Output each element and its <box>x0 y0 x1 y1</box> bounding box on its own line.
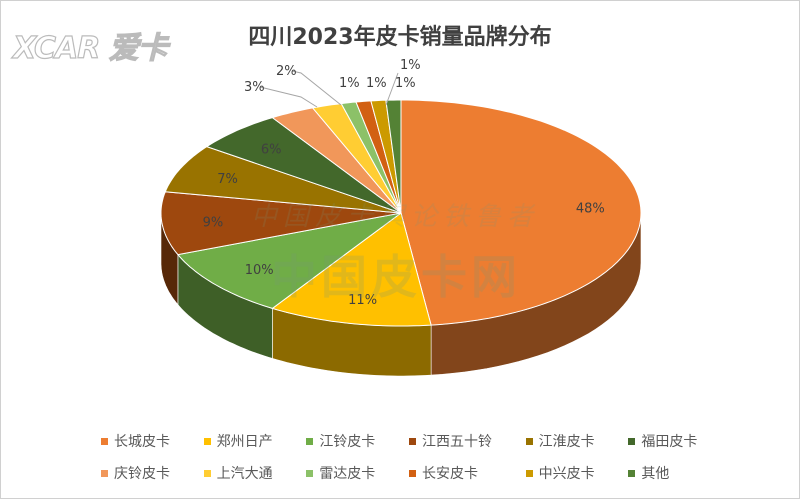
data-label-9: 1% <box>366 76 387 91</box>
pie-slice-11 <box>385 99 402 214</box>
legend-swatch <box>306 469 314 477</box>
legend-item: 江铃皮卡 <box>306 431 399 451</box>
legend-item: 上汽大通 <box>203 463 297 483</box>
legend-item: 郑州日产 <box>203 431 297 451</box>
pie-slice-4 <box>164 146 402 214</box>
data-label-2: 10% <box>245 263 274 278</box>
legend-item: 长城皮卡 <box>101 431 194 451</box>
legend-item: 庆铃皮卡 <box>101 463 194 483</box>
legend-item: 江淮皮卡 <box>525 431 619 451</box>
legend-label: 长城皮卡 <box>114 434 170 450</box>
legend-label: 郑州日产 <box>216 434 273 450</box>
legend-swatch <box>525 437 533 445</box>
legend-item: 江西五十铃 <box>408 431 516 451</box>
legend: 长城皮卡 郑州日产 江铃皮卡 江西五十铃 江淮皮卡 福田皮卡庆铃皮卡 上汽大通 雷达皮卡 长安皮… <box>101 431 721 483</box>
legend-swatch <box>203 437 211 445</box>
legend-swatch <box>525 469 533 477</box>
watermark: 中国皮卡网 <box>271 250 521 304</box>
legend-swatch <box>408 469 416 477</box>
xcar-logo: XCAR 爱卡 <box>12 30 168 66</box>
legend-swatch <box>628 469 636 477</box>
legend-item: 其他 <box>628 463 721 483</box>
legend-label: 江淮皮卡 <box>538 434 595 450</box>
pie-slice-2 <box>176 212 402 309</box>
chart-title: 四川2023年皮卡销量品牌分布 <box>248 25 552 50</box>
pie-slice-5 <box>205 117 402 214</box>
legend-item: 长安皮卡 <box>408 463 516 483</box>
data-label-7: 2% <box>276 64 297 79</box>
data-label-3: 9% <box>203 215 224 230</box>
legend-label: 上汽大通 <box>216 466 273 482</box>
legend-label: 长安皮卡 <box>421 466 478 482</box>
data-label-1: 11% <box>348 293 377 308</box>
legend-label: 江铃皮卡 <box>319 434 376 450</box>
legend-item: 福田皮卡 <box>628 431 721 451</box>
leader-line-7 <box>291 70 342 106</box>
data-label-11: 1% <box>395 76 416 91</box>
legend-label: 中兴皮卡 <box>538 466 595 482</box>
pie-chart: 48% 11% 10% 9% 7% 6% 3% 2% 1% 1% 1% 1% <box>160 58 642 377</box>
pie-slice-1 <box>271 212 432 327</box>
data-label-0: 48% <box>576 201 605 216</box>
legend-swatch <box>101 469 108 477</box>
legend-label: 雷达皮卡 <box>319 466 376 482</box>
legend-label: 江西五十铃 <box>421 434 492 450</box>
pie-slice-3 <box>160 191 402 256</box>
legend-swatch <box>203 469 211 477</box>
data-label-5: 6% <box>261 143 282 158</box>
legend-item: 雷达皮卡 <box>306 463 399 483</box>
legend-swatch <box>306 437 314 445</box>
data-label-8: 1% <box>339 76 360 91</box>
legend-swatch <box>101 437 108 445</box>
watermark-slogan: 中国皮卡舆论铁鲁者 <box>251 202 540 232</box>
data-label-6: 3% <box>244 80 265 95</box>
leader-line-6 <box>259 86 318 108</box>
legend-label: 庆铃皮卡 <box>114 466 170 482</box>
legend-swatch <box>408 437 416 445</box>
legend-label: 福田皮卡 <box>641 434 698 450</box>
pie-slice-0 <box>400 99 642 326</box>
legend-swatch <box>628 437 636 445</box>
leader-line-10 <box>385 72 399 106</box>
legend-item: 中兴皮卡 <box>525 463 619 483</box>
data-label-4: 7% <box>217 172 238 187</box>
legend-label: 其他 <box>641 466 670 482</box>
pie-slice-6 <box>271 107 402 214</box>
data-label-10: 1% <box>400 58 421 73</box>
